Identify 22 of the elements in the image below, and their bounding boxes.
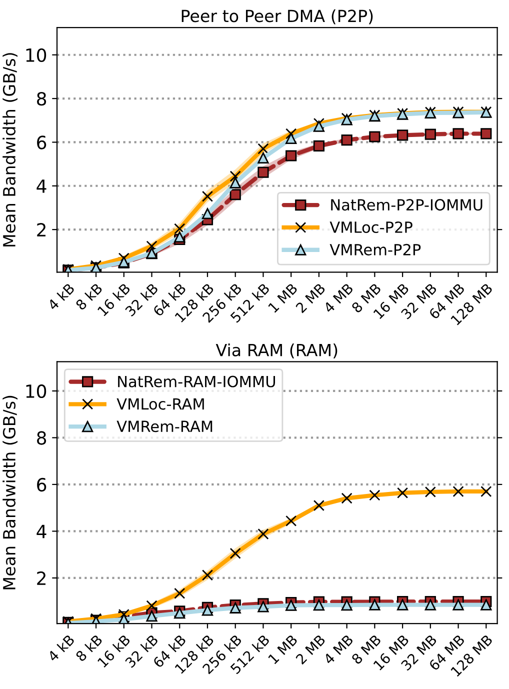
legend-label: VMLoc-P2P [330,221,412,234]
x-tick-label: 4 kB [46,634,75,662]
y-tick-label: 6 [37,478,46,492]
legend-label: VMLoc-RAM [116,398,204,410]
legend-label: VMRem-RAM [116,420,212,432]
chart-title: Peer to Peer DMA (P2P) [182,9,373,24]
x-tick-label: 4 kB [46,282,75,311]
y-tick-label: 4 [36,524,46,538]
y-tick-label: 6 [37,136,46,150]
legend-label: NatRem-RAM-IOMMU [118,376,275,388]
legend-label: VMRem-P2P [330,244,421,256]
y-tick-label: 8 [37,92,46,106]
y-axis-title: Mean Bandwidth (GB/s) [2,396,18,590]
legend-label: NatRem-P2P-IOMMU [331,199,482,211]
y-tick-label: 2 [37,223,46,236]
y-tick-label: 10 [26,48,46,62]
y-tick-label: 10 [26,384,46,398]
chart-title: Via RAM (RAM) [216,344,338,358]
y-tick-label: 8 [37,431,46,445]
y-tick-label: 4 [36,180,46,193]
y-axis-title: Mean Bandwidth (GB/s) [2,53,18,246]
y-tick-label: 2 [37,571,46,585]
